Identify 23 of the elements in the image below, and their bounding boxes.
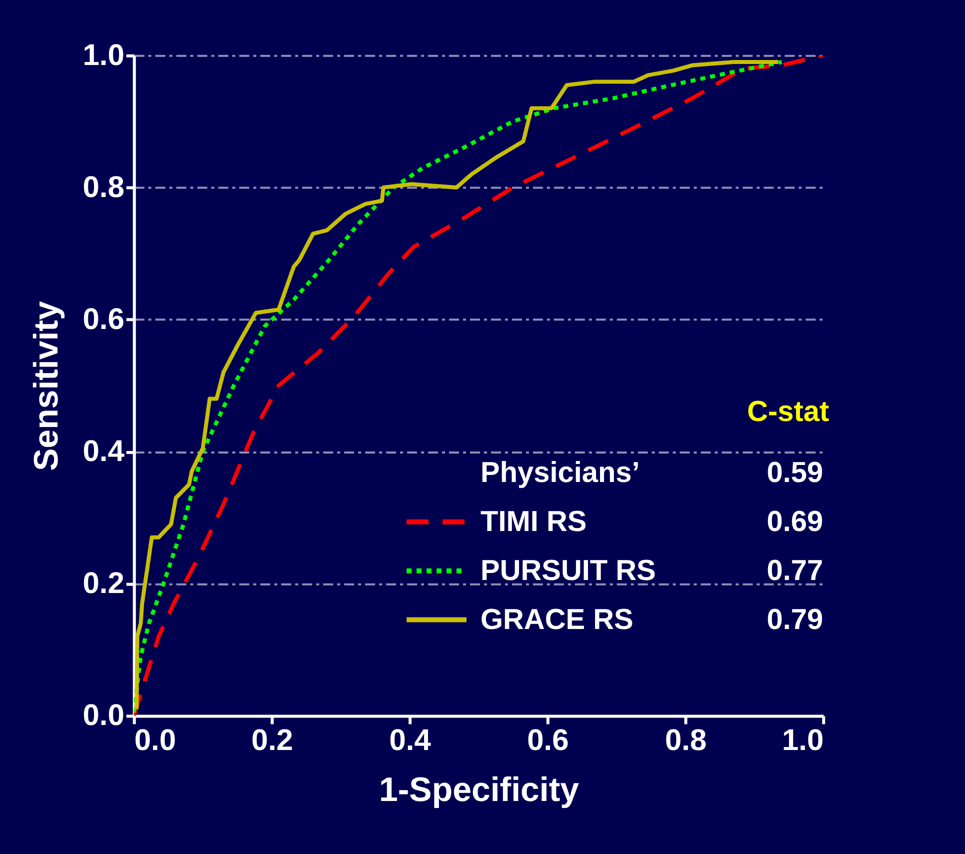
y-tick-label: 0.8 bbox=[82, 170, 124, 204]
x-tick-label: 0.6 bbox=[527, 724, 569, 758]
y-tick-label: 0.2 bbox=[82, 567, 124, 600]
x-axis-title: 1-Specificity bbox=[378, 771, 580, 810]
x-tick-label: 1.0 bbox=[782, 724, 824, 758]
y-tick-label: 0.4 bbox=[82, 435, 125, 468]
x-tick-label: 0.4 bbox=[389, 724, 432, 758]
annotation: Physicians’ bbox=[480, 456, 640, 489]
y-tick-label: 0.0 bbox=[82, 699, 124, 732]
annotation: 0.69 bbox=[766, 506, 824, 538]
x-tick-label: 0.2 bbox=[251, 724, 294, 758]
annotation: C-stat bbox=[747, 396, 830, 428]
y-tick-label: 1.0 bbox=[82, 38, 124, 72]
annotation: 0.59 bbox=[766, 456, 824, 489]
annotation: 0.79 bbox=[766, 604, 824, 636]
legend-label: GRACE RS bbox=[480, 604, 634, 636]
y-tick-label: 0.6 bbox=[82, 303, 124, 336]
annotation: 0.77 bbox=[766, 554, 824, 587]
y-axis-title: Sensitivity bbox=[28, 301, 66, 471]
legend-label: PURSUIT RS bbox=[480, 554, 656, 587]
x-tick-label: 0.8 bbox=[664, 724, 707, 758]
x-tick-label: 0.0 bbox=[134, 724, 176, 758]
legend-label: TIMI RS bbox=[480, 506, 587, 538]
